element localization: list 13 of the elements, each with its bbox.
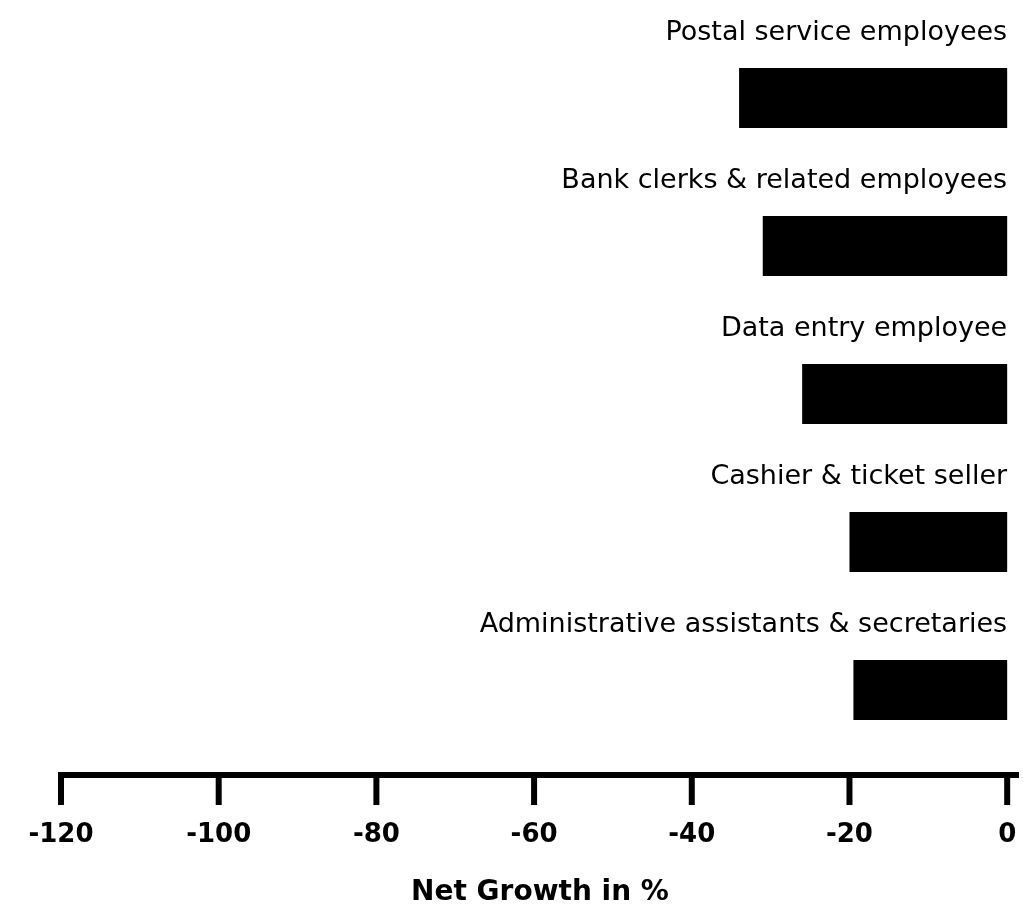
x-tick-label: -60 (510, 818, 558, 848)
y-tick-label: Administrative assistants & secretaries (479, 607, 1008, 638)
y-tick-label: Postal service employees (665, 15, 1008, 46)
x-tick-label: -120 (28, 818, 94, 848)
x-tick-label: -80 (352, 818, 400, 848)
x-tick-label: -100 (186, 818, 252, 848)
x-axis-title: Net Growth in % (411, 874, 669, 907)
x-tick-label: -40 (668, 818, 716, 848)
x-tick-label: -20 (825, 818, 873, 848)
y-tick-label: Bank clerks & related employees (561, 163, 1008, 194)
y-tick-label: Data entry employee (720, 311, 1008, 342)
x-tick-label: 0 (998, 818, 1017, 848)
y-tick-label: Cashier & ticket seller (710, 459, 1009, 490)
